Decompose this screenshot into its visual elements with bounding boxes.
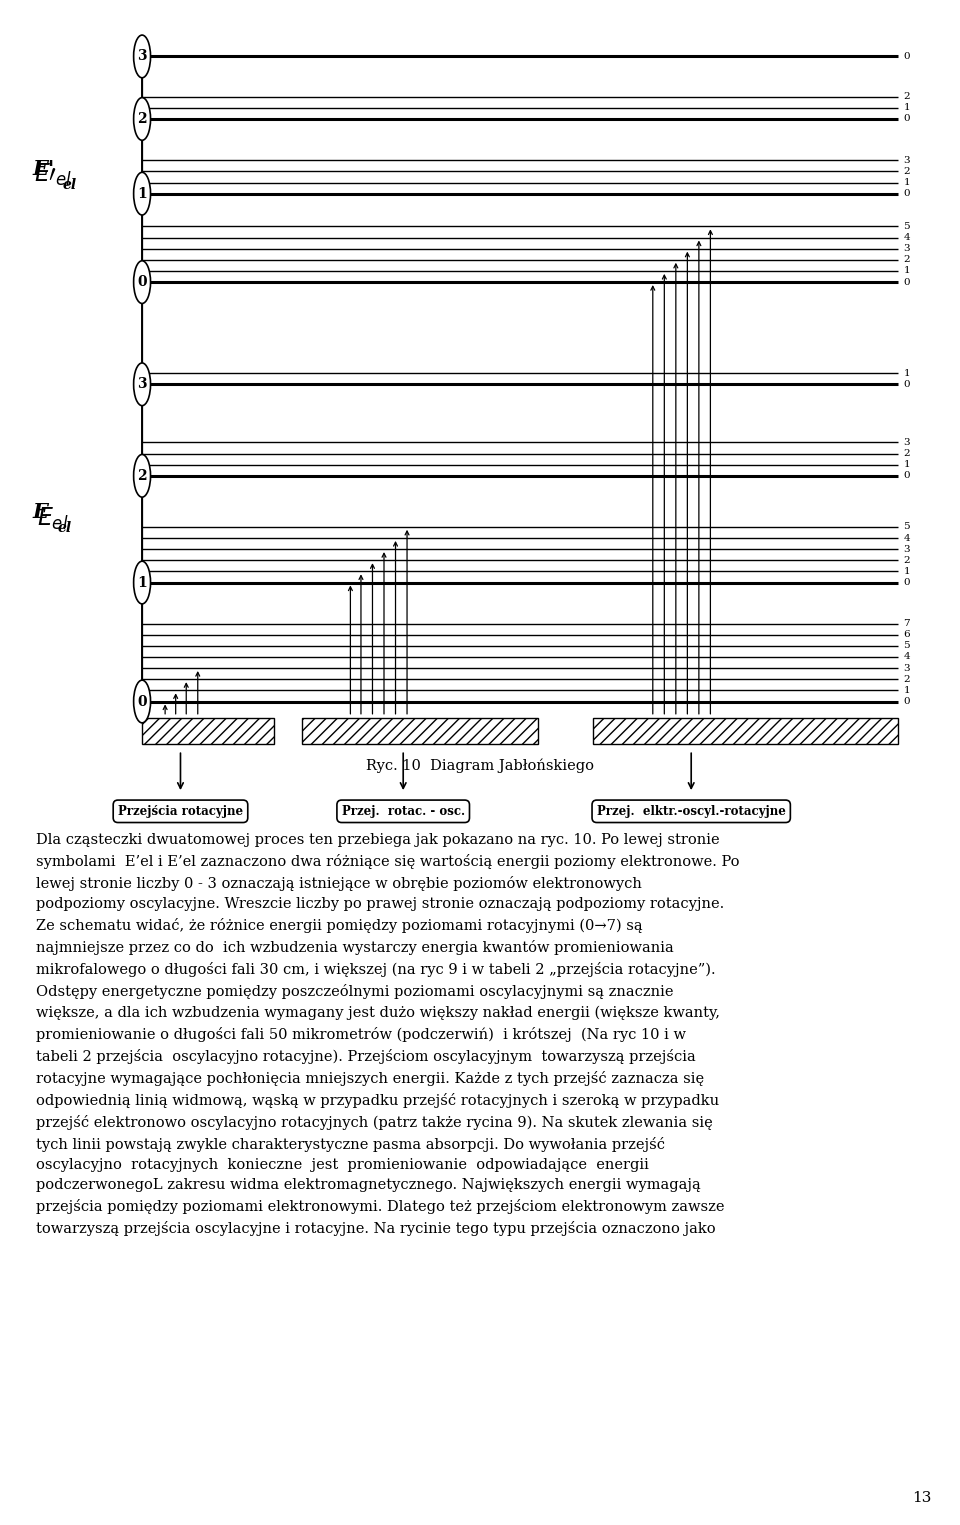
Text: 0: 0 [903,52,910,61]
Text: el: el [62,177,77,192]
Text: 2: 2 [903,166,910,175]
Text: Ryc. 10  Diagram Jabłońskiego: Ryc. 10 Diagram Jabłońskiego [366,758,594,773]
Text: 0: 0 [903,114,910,124]
Text: 4: 4 [903,534,910,543]
Text: 5: 5 [903,642,910,650]
Text: 4: 4 [903,233,910,242]
Text: 5: 5 [903,523,910,531]
Text: E': E' [33,159,55,180]
Text: 0: 0 [903,578,910,587]
Text: $E_{el}$: $E_{el}$ [37,505,68,532]
Text: 6: 6 [903,630,910,639]
Text: el: el [58,520,72,535]
Bar [593,718,898,744]
Text: 2: 2 [903,674,910,683]
Text: 1: 1 [903,686,910,695]
Text: 4: 4 [903,653,910,662]
Text: Przej.  rotac. - osc.: Przej. rotac. - osc. [342,805,465,817]
Text: 3: 3 [903,438,910,447]
Text: 3: 3 [137,49,147,64]
Text: 2: 2 [137,111,147,127]
Text: Przej.  elktr.-oscyl.-rotacyjne: Przej. elktr.-oscyl.-rotacyjne [597,805,785,817]
Text: 2: 2 [903,92,910,101]
Ellipse shape [133,98,151,140]
Text: 0: 0 [903,697,910,706]
Text: 2: 2 [137,468,147,483]
Text: 1: 1 [903,104,910,113]
Bar [302,718,538,744]
Bar [142,718,274,744]
Text: 0: 0 [903,380,910,389]
Text: 2: 2 [903,555,910,564]
Ellipse shape [133,561,151,604]
Ellipse shape [133,172,151,215]
Ellipse shape [133,680,151,723]
Text: E: E [33,502,49,523]
Text: 3: 3 [903,544,910,554]
Text: 0: 0 [903,278,910,287]
Text: Dla cząsteczki dwuatomowej proces ten przebiega jak pokazano na ryc. 10. Po lewe: Dla cząsteczki dwuatomowej proces ten pr… [36,833,740,1237]
Text: 1: 1 [903,267,910,276]
Text: 5: 5 [903,223,910,230]
Text: 3: 3 [137,377,147,392]
Text: 13: 13 [912,1490,931,1505]
Text: 1: 1 [137,575,147,590]
Text: 2: 2 [903,448,910,458]
Text: 2: 2 [903,255,910,264]
Text: 1: 1 [903,369,910,378]
Text: 0: 0 [137,694,147,709]
Text: 3: 3 [903,663,910,673]
Text: 7: 7 [903,619,910,628]
Ellipse shape [133,454,151,497]
Text: 3: 3 [903,156,910,165]
Text: 0: 0 [137,274,147,290]
Ellipse shape [133,35,151,78]
Text: 1: 1 [903,178,910,188]
Text: $E\prime_{el}$: $E\prime_{el}$ [34,162,72,189]
Text: 3: 3 [903,244,910,253]
Text: 1: 1 [903,461,910,470]
Text: Przejścia rotacyjne: Przejścia rotacyjne [118,805,243,817]
Text: 0: 0 [903,189,910,198]
Text: 0: 0 [903,471,910,480]
Ellipse shape [133,363,151,406]
Text: 1: 1 [903,567,910,576]
Ellipse shape [133,261,151,303]
Text: 1: 1 [137,186,147,201]
